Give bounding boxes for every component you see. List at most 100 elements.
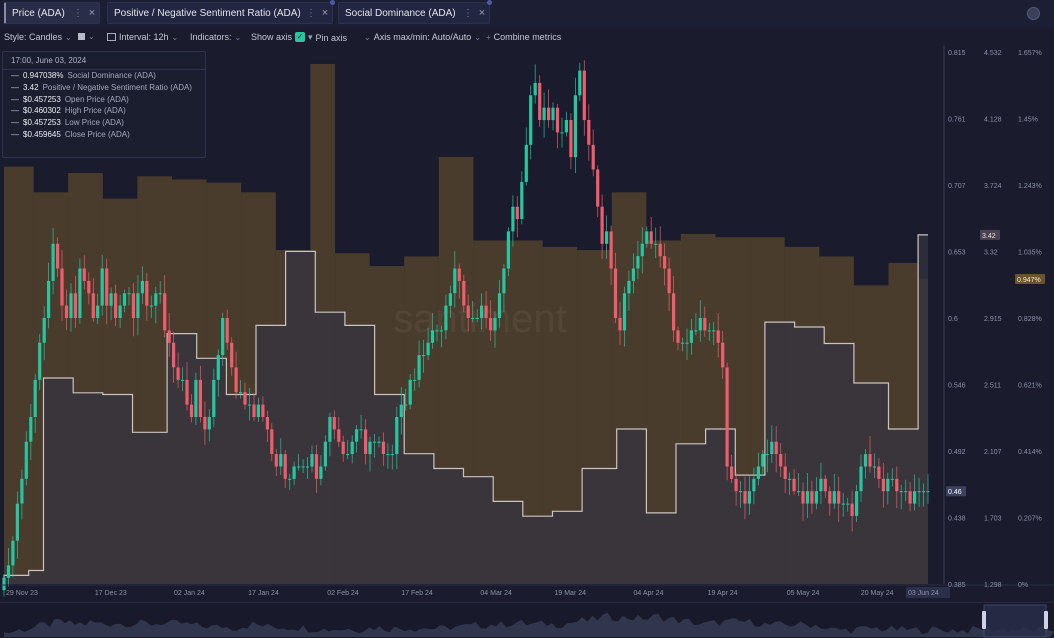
navigator-window[interactable] — [983, 604, 1047, 638]
candle-body — [645, 231, 649, 244]
candle-body — [158, 293, 162, 295]
candle-body — [524, 144, 528, 182]
candle-body — [738, 491, 743, 493]
more-icon[interactable]: ⋮ — [306, 7, 316, 19]
candle-body — [904, 491, 908, 493]
candle-body — [42, 318, 46, 343]
candle-body — [895, 478, 899, 492]
candle-body — [239, 392, 243, 394]
candle-body — [672, 293, 676, 331]
candle-body — [292, 466, 296, 479]
tooltip-date: 17:00, June 03, 2024 — [3, 52, 205, 70]
candle-body — [515, 206, 519, 220]
navigator-handle-left[interactable] — [982, 611, 986, 629]
close-icon[interactable]: × — [478, 7, 486, 19]
candle-body — [122, 293, 127, 306]
x-axis-tick: 05 May 24 — [787, 590, 820, 597]
close-icon[interactable]: × — [321, 7, 329, 19]
interval-select[interactable]: Interval: 12h ⌄ — [107, 32, 178, 42]
candle-body — [917, 491, 921, 493]
checkbox-checked-icon[interactable]: ✓ — [295, 32, 306, 42]
sentiment-axis-tick: 4.532 — [984, 50, 1002, 57]
color-select[interactable]: ⌄ — [78, 32, 95, 41]
candle-body — [319, 466, 323, 479]
x-axis-tick: 29 Nov 23 — [6, 590, 38, 597]
axis-maxmin-select[interactable]: ⌄ Axis max/min: Auto/Auto ⌄ — [364, 32, 481, 42]
candle-body — [685, 342, 689, 344]
candle-body — [11, 540, 15, 566]
candle-body — [489, 318, 493, 331]
candle-body — [64, 305, 69, 318]
calendar-icon — [107, 33, 116, 41]
candle-body — [448, 293, 452, 306]
candle-body — [573, 95, 577, 158]
style-select[interactable]: Style: Candles ⌄ — [4, 32, 72, 42]
more-icon[interactable]: ⋮ — [73, 7, 83, 19]
candle-body — [591, 144, 595, 170]
candle-body — [703, 318, 707, 331]
more-icon[interactable]: ⋮ — [463, 7, 473, 19]
tooltip-label: Positive / Negative Sentiment Ratio (ADA… — [42, 82, 192, 92]
watermark-text: santiment — [393, 297, 566, 341]
candle-body — [716, 330, 720, 343]
candle-body — [921, 491, 926, 493]
candle-body — [497, 293, 502, 318]
tooltip-row: —0.947038% Social Dominance (ADA) — [11, 71, 156, 80]
candle-body — [511, 206, 515, 232]
show-axis-toggle[interactable]: Show axis ✓ — [251, 32, 306, 42]
candle-body — [422, 355, 426, 357]
indicators-select[interactable]: Indicators: ⌄ — [190, 32, 241, 42]
candle-body — [203, 417, 207, 430]
price-candles — [2, 60, 930, 597]
pin-axis-toggle[interactable]: ▾ Pin axis — [308, 32, 347, 43]
candle-body — [212, 379, 216, 417]
axes: 0.815 0.761 0.707 0.653 0.6 0.546 0.492 0.438 0.… — [0, 46, 1054, 598]
candle-body — [283, 454, 287, 479]
candle-body — [181, 379, 185, 381]
candle-body — [480, 305, 484, 318]
chart-toolbar: Style: Candles ⌄ ⌄ Interval: 12h ⌄ Indic… — [0, 28, 1054, 46]
candle-body — [73, 293, 77, 318]
tooltip-value: $0.460302 — [23, 106, 61, 116]
timeline-navigator[interactable] — [0, 602, 1054, 638]
tab-sentiment[interactable]: Positive / Negative Sentiment Ratio (ADA… — [107, 0, 335, 24]
candle-body — [680, 342, 685, 344]
sentiment-axis-tick: 1.298 — [984, 582, 1002, 589]
candle-body — [877, 466, 881, 479]
candle-body — [529, 95, 533, 145]
tooltip-value: 0.947038% — [23, 71, 64, 80]
candle-body — [747, 491, 751, 504]
candle-body — [140, 280, 144, 294]
candle-body — [100, 268, 104, 306]
chevron-down-icon: ⌄ — [171, 32, 179, 42]
settings-icon[interactable] — [1027, 7, 1040, 20]
combine-metrics-button[interactable]: + Combine metrics — [486, 32, 561, 42]
dominance-axis-tick: 1.45% — [1018, 117, 1038, 124]
candle-body — [797, 491, 801, 493]
candle-body — [868, 454, 872, 467]
tab-price[interactable]: Price (ADA) ⋮ × — [4, 2, 100, 24]
show-axis-label: Show axis — [251, 32, 293, 42]
candle-body — [462, 280, 466, 306]
candle-body — [359, 429, 363, 431]
candle-body — [636, 256, 640, 269]
navigator-handle-right[interactable] — [1044, 611, 1048, 629]
candle-body — [649, 231, 653, 244]
candle-body — [145, 280, 149, 306]
candle-body — [56, 243, 60, 269]
candle-body — [689, 330, 693, 343]
candle-body — [408, 379, 412, 405]
candle-body — [301, 466, 305, 468]
candle-body — [207, 417, 211, 430]
x-axis-tick: 17 Jan 24 — [248, 590, 279, 597]
dominance-axis-tick: 0.621% — [1018, 383, 1042, 390]
candle-body — [399, 404, 403, 417]
chevron-down-icon: ⌄ — [234, 32, 242, 42]
tab-social-dominance[interactable]: Social Dominance (ADA) ⋮ × — [338, 0, 492, 24]
candle-body — [297, 466, 301, 468]
chart-area[interactable]: santiment 0.8150.7610.7070.6530.60.5460.… — [0, 46, 1054, 602]
color-swatch-icon — [78, 33, 85, 40]
close-icon[interactable]: × — [88, 7, 96, 19]
candle-body — [819, 478, 823, 492]
candle-body — [881, 478, 885, 492]
